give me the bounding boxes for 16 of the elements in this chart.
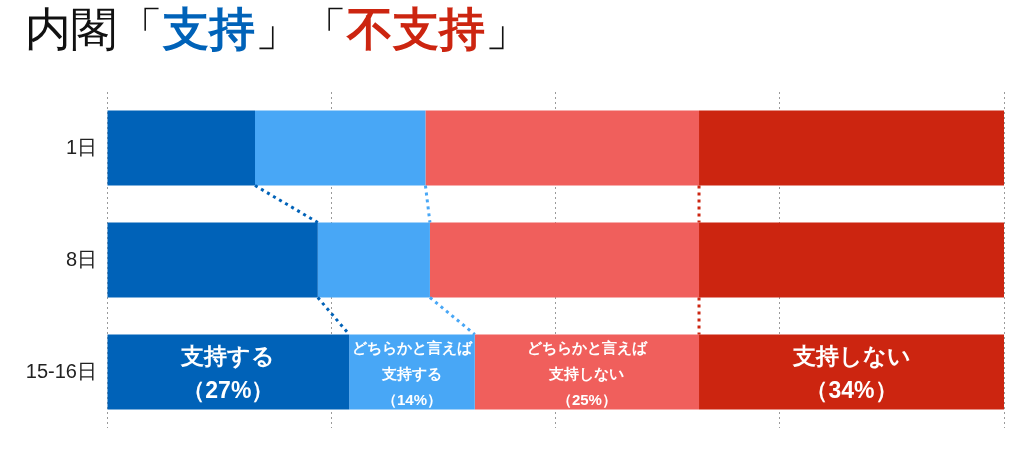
bar [474,334,700,410]
data-label: （14%） [381,391,442,409]
series-label: 支持しない [791,343,911,370]
y-tick-label: 15-16日 [25,359,97,382]
bar [107,334,350,410]
data-label: （34%） [805,377,898,404]
series-label: 支持する [180,343,276,370]
bar [429,222,700,298]
bar [425,110,700,186]
y-tick-label: 8日 [65,247,97,270]
series-label: どちらかと言えば支持しない [526,339,648,383]
y-tick-label: 1日 [65,135,97,158]
data-label: （27%） [182,377,275,404]
data-label: （25%） [556,391,617,409]
series-label: どちらかと言えば支持する [351,339,473,384]
chart-title: 内閣「支持」「不支持」 [25,3,531,55]
